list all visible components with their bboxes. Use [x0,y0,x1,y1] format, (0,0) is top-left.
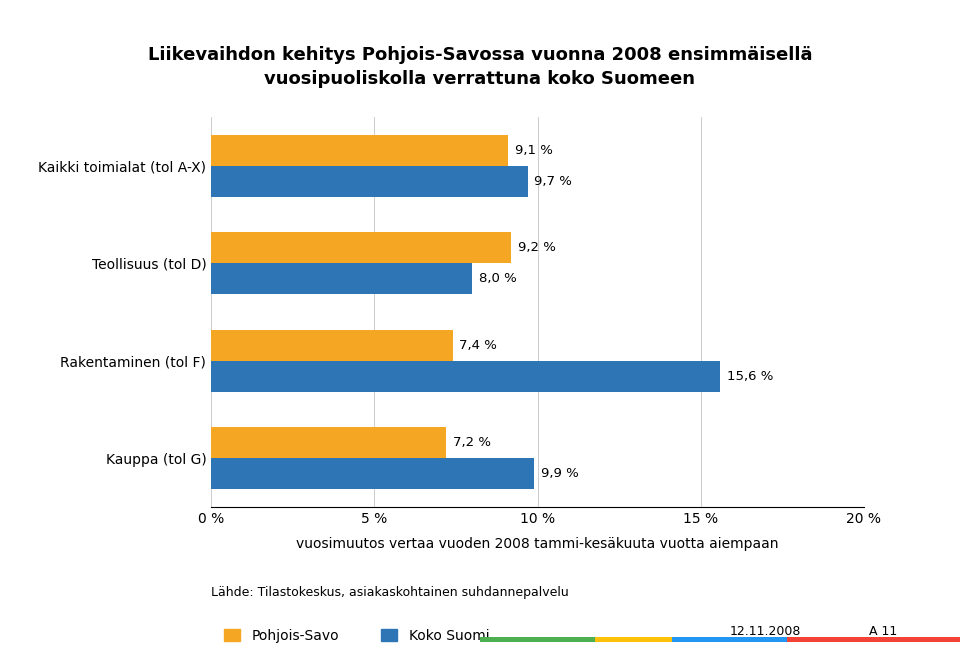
Text: Liikevaihdon kehitys Pohjois-Savossa vuonna 2008 ensimmäisellä: Liikevaihdon kehitys Pohjois-Savossa vuo… [148,46,812,64]
Bar [211,361,720,392]
Bar [211,330,453,361]
Text: A 11: A 11 [869,625,897,638]
Text: 8,0 %: 8,0 % [479,272,516,285]
Bar [211,458,535,489]
Text: 15,6 %: 15,6 % [727,370,774,383]
Text: Lähde: Tilastokeskus, asiakaskohtainen suhdannepalvelu: Lähde: Tilastokeskus, asiakaskohtainen s… [211,586,569,599]
Text: 9,7 %: 9,7 % [535,175,572,188]
Text: 9,2 %: 9,2 % [518,241,556,254]
Text: 9,9 %: 9,9 % [540,467,579,480]
Text: 12.11.2008: 12.11.2008 [730,625,801,638]
Text: 7,4 %: 7,4 % [459,339,497,352]
Bar [211,427,446,458]
Text: vuosipuoliskolla verrattuna koko Suomeen: vuosipuoliskolla verrattuna koko Suomeen [265,70,695,88]
Legend: Pohjois-Savo, Koko Suomi: Pohjois-Savo, Koko Suomi [218,623,494,648]
Bar [211,135,508,166]
Bar [211,263,472,294]
Text: 7,2 %: 7,2 % [453,436,491,449]
Bar [211,232,512,263]
Bar [211,166,528,197]
Text: 9,1 %: 9,1 % [515,144,553,157]
X-axis label: vuosimuutos vertaa vuoden 2008 tammi-kesäkuuta vuotta aiempaan: vuosimuutos vertaa vuoden 2008 tammi-kes… [297,537,779,551]
